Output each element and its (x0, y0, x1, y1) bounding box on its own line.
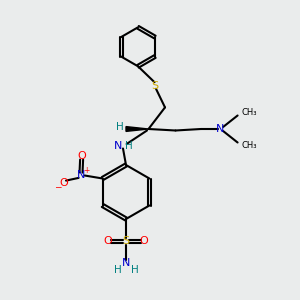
Text: CH₃: CH₃ (242, 141, 257, 150)
Text: N: N (216, 124, 225, 134)
Text: +: + (83, 166, 90, 175)
Text: −: − (55, 182, 62, 191)
Text: N: N (122, 258, 130, 268)
Text: O: O (140, 236, 148, 247)
Text: N: N (77, 170, 85, 181)
Text: N: N (113, 141, 122, 151)
Text: S: S (151, 81, 158, 91)
Text: H: H (130, 265, 138, 275)
Text: O: O (77, 151, 86, 161)
Text: CH₃: CH₃ (242, 108, 257, 117)
Text: H: H (124, 141, 132, 151)
Text: O: O (59, 178, 68, 188)
Text: O: O (103, 236, 112, 247)
Text: H: H (114, 265, 122, 275)
Text: H: H (116, 122, 123, 133)
Polygon shape (126, 127, 148, 131)
Text: S: S (122, 236, 130, 247)
